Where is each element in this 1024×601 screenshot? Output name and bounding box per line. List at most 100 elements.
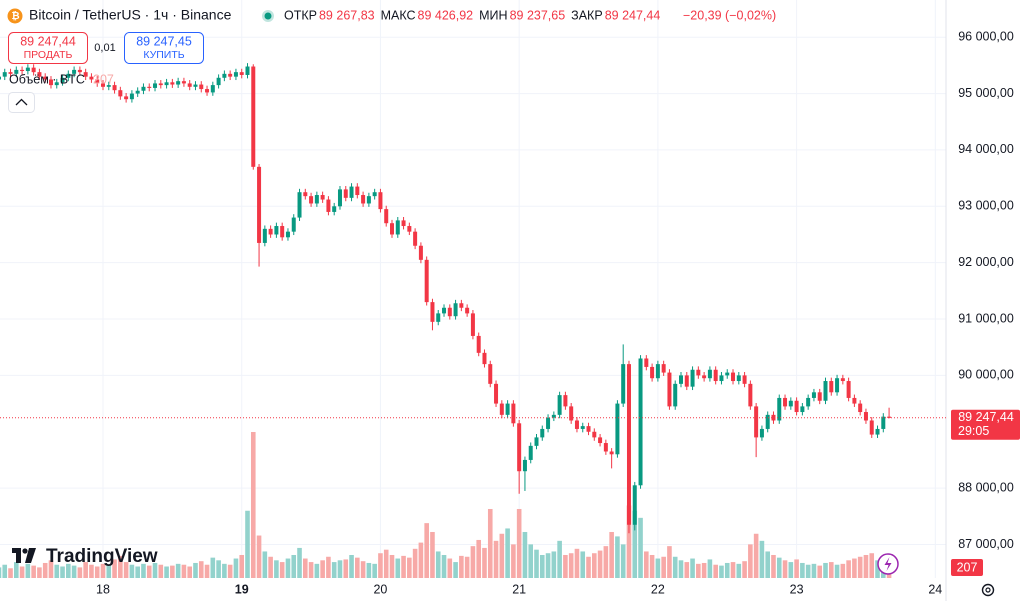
candle-body [811,392,816,398]
last-price-label: 89 247,44 [958,410,1014,424]
buy-button[interactable] [124,32,204,64]
candle-body [124,96,129,100]
settings-icon[interactable] [981,583,995,597]
volume-bar [615,536,620,578]
volume-bar [198,561,204,578]
buy-price: 89 247,45 [136,34,192,48]
volume-bar [141,563,146,578]
candle-body [372,192,377,197]
candle-body [72,69,77,74]
candle-body [592,431,597,438]
candle-body [378,192,383,210]
candle-body [239,72,244,75]
candle-body [0,76,1,80]
candle-body [14,69,19,74]
volume-bar [123,562,129,578]
volume-bar [60,566,65,578]
candle-body [390,223,394,235]
volume-bar [262,551,268,578]
volume-bar [331,562,337,578]
volume-bar [268,556,273,578]
candle-body [557,395,562,415]
volume-bar [378,553,383,578]
volume-badge-label: 207 [957,560,978,574]
candle-body [829,381,834,393]
status-dot [264,12,272,20]
collapse-button[interactable] [8,92,35,113]
candle-body [418,245,423,260]
x-tick-label: 20 [373,582,387,596]
candle-body [77,69,82,73]
volume-bar [308,562,314,578]
volume-bar [360,561,366,578]
candle-body [101,83,105,87]
price-axis-bg [946,0,1024,601]
candle-body [153,83,158,88]
volume-bar [511,544,516,578]
volume-bar [493,540,499,578]
candle-body [522,459,527,472]
candle-body [783,397,788,407]
volume-bar [389,554,395,578]
volume-bar [314,563,320,578]
candle-body [280,226,285,238]
volume-bar [146,565,152,578]
candle-body [291,217,296,232]
volume-bar [366,562,372,578]
change: −20,39 (−0,02%) [683,8,776,22]
candle-body [540,428,545,438]
candle-body [459,303,464,308]
symbol-title[interactable]: Bitcoin / TetherUS · 1ч · Binance [29,7,232,23]
candle-body [742,375,747,384]
candle-body [887,416,892,418]
candle-body [285,231,290,238]
volume-bar [326,556,331,578]
candle-body [494,383,499,404]
volume-bar [8,568,13,578]
volume-bar [453,562,458,578]
y-tick-label: 92 000,00 [958,255,1014,269]
candle-body [800,406,805,413]
volume-bar [776,557,782,578]
x-tick-label: 24 [928,582,942,596]
sell-button[interactable] [8,32,88,64]
candle-body [690,369,695,387]
volume-bar [320,560,325,578]
candle-body [2,72,7,77]
volume-bar [0,567,2,578]
candle-body [684,375,689,387]
candle-body [164,82,169,86]
spread: 0,01 [94,42,115,54]
candle-body [574,420,579,429]
candle-body [696,369,701,376]
candle-body [707,369,712,379]
volume-bar [291,554,297,578]
logo-mark [16,553,21,563]
volume-bar [54,564,60,578]
settings-icon-core [985,587,991,593]
candle-body [257,166,262,243]
volume-bar [77,567,83,578]
volume-bar [788,562,794,578]
volume-bar [430,531,435,578]
candle-body [563,395,568,407]
volume-bar [129,564,135,578]
volume-bar [551,551,557,578]
candle-body [823,381,828,401]
candle-body [673,383,678,407]
candle-body [361,195,366,204]
logo-mark [12,548,21,553]
candle-body [835,378,840,393]
volume-bar [239,554,245,578]
volume-bar [470,546,476,578]
candle-body [210,85,215,93]
volume-bar [48,560,54,578]
volume-bar [563,554,568,578]
candle-body [482,352,487,365]
candle-body [626,364,631,525]
candle-body [528,445,533,460]
candle-body [430,302,435,322]
candle-body [407,226,412,232]
candle-body [436,313,441,322]
candle-body [268,228,273,235]
